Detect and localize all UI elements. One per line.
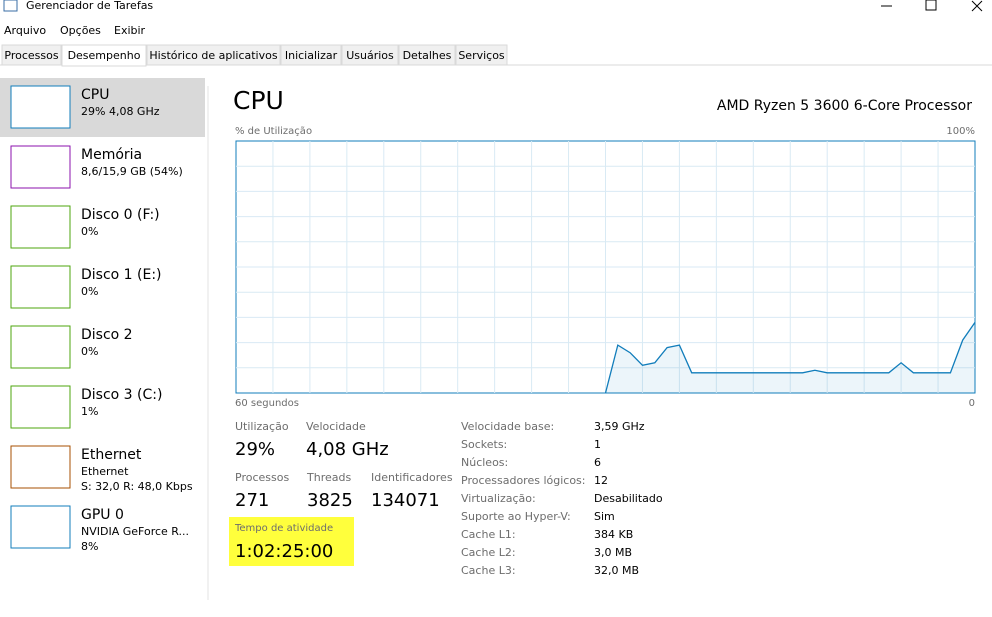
detail-value: 12 <box>594 474 608 487</box>
uptime-highlight <box>229 517 354 566</box>
tab-label[interactable]: Serviços <box>458 49 505 62</box>
graph-y-max: 100% <box>946 126 975 137</box>
thumbnail <box>10 385 71 429</box>
tab[interactable] <box>61 44 147 67</box>
uptime-label: Tempo de atividade <box>234 523 333 534</box>
tab-label[interactable]: Desempenho <box>68 49 141 62</box>
tab-label[interactable]: Usuários <box>346 49 394 62</box>
tab[interactable] <box>146 44 281 66</box>
tab[interactable] <box>398 44 456 66</box>
tab[interactable] <box>455 44 508 66</box>
detail-value: 32,0 MB <box>594 564 639 577</box>
app-icon <box>3 0 18 12</box>
window-title: Gerenciador de Tarefas <box>26 0 153 12</box>
item-detail: S: 32,0 R: 48,0 Kbps <box>81 480 193 493</box>
graph-line <box>604 322 976 394</box>
graph-x-label: 60 segundos <box>235 398 299 409</box>
item-name[interactable]: Disco 3 (C:) <box>81 387 162 403</box>
stat-label: Velocidade <box>306 420 366 433</box>
detail-label: Cache L2: <box>461 546 516 559</box>
detail-value: 3,0 MB <box>594 546 632 559</box>
item-detail: NVIDIA GeForce R... <box>81 525 189 538</box>
graph-area <box>605 322 975 393</box>
stat-value: 271 <box>235 490 269 511</box>
item-name[interactable]: GPU 0 <box>81 507 124 523</box>
item-name[interactable]: Disco 1 (E:) <box>81 267 162 283</box>
detail-label: Suporte ao Hyper-V: <box>461 510 571 523</box>
sidebar-item[interactable]: Disco 1 (E:) 0% <box>10 265 162 309</box>
detail-value: 6 <box>594 456 601 469</box>
tab-label[interactable]: Inicializar <box>285 49 338 62</box>
tab[interactable] <box>1 44 62 66</box>
maximize-button[interactable] <box>925 0 937 11</box>
tab-label[interactable]: Detalhes <box>403 49 452 62</box>
detail-label: Virtualização: <box>461 492 536 505</box>
item-detail: 1% <box>81 405 98 418</box>
graph-y-label: % de Utilização <box>235 126 312 137</box>
close-button[interactable] <box>971 0 983 12</box>
detail-label: Cache L1: <box>461 528 516 541</box>
thumbnail <box>10 325 71 369</box>
thumbnail <box>10 145 71 189</box>
menu-item[interactable]: Exibir <box>114 24 146 37</box>
tab-label[interactable]: Histórico de aplicativos <box>149 49 277 62</box>
stat-value: 4,08 GHz <box>306 439 389 460</box>
detail-value: Sim <box>594 510 615 523</box>
stat-value: 29% <box>235 439 275 460</box>
tab-label[interactable]: Processos <box>4 49 58 62</box>
detail-value: 1 <box>594 438 601 451</box>
item-name[interactable]: Ethernet <box>81 447 142 463</box>
item-name[interactable]: CPU <box>81 87 109 103</box>
thumbnail <box>10 265 71 309</box>
stat-value: 134071 <box>371 490 440 511</box>
item-name[interactable]: Memória <box>81 147 142 163</box>
item-name[interactable]: Disco 0 (F:) <box>81 207 160 223</box>
item-detail: 0% <box>81 345 98 358</box>
processor-name: AMD Ryzen 5 3600 6-Core Processor <box>717 98 972 114</box>
sidebar-item[interactable]: Disco 2 0% <box>10 325 133 369</box>
stat-label: Identificadores <box>371 471 453 484</box>
sidebar-item[interactable]: Disco 0 (F:) 0% <box>10 205 160 249</box>
uptime-value: 1:02:25:00 <box>235 541 333 562</box>
sidebar-item[interactable]: Ethernet Ethernet S: 32,0 R: 48,0 Kbps <box>10 445 193 493</box>
detail-value: 3,59 GHz <box>594 420 645 433</box>
detail-value: 384 KB <box>594 528 633 541</box>
item-detail: 8,6/15,9 GB (54%) <box>81 165 183 178</box>
detail-label: Velocidade base: <box>461 420 554 433</box>
graph-grid <box>235 140 976 394</box>
stat-label: Utilização <box>235 420 289 433</box>
sidebar-item[interactable]: GPU 0 NVIDIA GeForce R... 8% <box>10 505 189 553</box>
item-detail: 0% <box>81 285 98 298</box>
item-detail: 8% <box>81 540 98 553</box>
sidebar-item[interactable]: Disco 3 (C:) 1% <box>10 385 162 429</box>
detail-value: Desabilitado <box>594 492 663 505</box>
stat-value: 3825 <box>307 490 353 511</box>
sidebar-item[interactable]: Memória 8,6/15,9 GB (54%) <box>10 145 183 189</box>
tab[interactable] <box>341 44 399 66</box>
detail-label: Núcleos: <box>461 456 508 469</box>
menu-item[interactable]: Arquivo <box>4 24 46 37</box>
tab[interactable] <box>280 44 342 66</box>
menu-item[interactable]: Opções <box>60 24 101 37</box>
item-detail: 0% <box>81 225 98 238</box>
detail-label: Sockets: <box>461 438 507 451</box>
stat-label: Threads <box>306 471 351 484</box>
item-name[interactable]: Disco 2 <box>81 327 133 343</box>
thumbnail <box>10 205 71 249</box>
item-detail: Ethernet <box>81 465 129 478</box>
sidebar-item[interactable]: CPU 29% 4,08 GHz <box>10 85 160 129</box>
item-detail: 29% 4,08 GHz <box>81 105 160 118</box>
thumbnail <box>10 505 71 549</box>
thumbnail <box>10 445 71 489</box>
main-title: CPU <box>233 86 284 115</box>
detail-label: Cache L3: <box>461 564 516 577</box>
detail-label: Processadores lógicos: <box>461 474 586 487</box>
stat-label: Processos <box>235 471 289 484</box>
graph-x-end: 0 <box>969 398 975 409</box>
thumbnail <box>10 85 71 129</box>
